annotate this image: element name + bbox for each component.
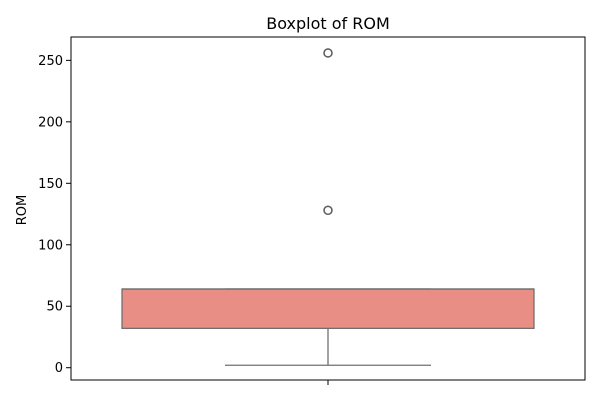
iqr-box	[121, 288, 535, 330]
chart-title: Boxplot of ROM	[266, 14, 390, 33]
y-tick-label-200: 200	[38, 115, 63, 130]
plot-area: 0 50 100 150 200 250	[38, 36, 586, 385]
y-tick-label-100: 100	[38, 238, 63, 253]
y-tick-label-0: 0	[55, 361, 63, 376]
y-tick-label-250: 250	[38, 54, 63, 69]
y-tick-label-50: 50	[46, 300, 63, 315]
outlier-point-1	[323, 205, 333, 216]
y-tick-label-150: 150	[38, 177, 63, 192]
outlier-point-3	[323, 48, 333, 58]
y-axis-label: ROM	[15, 195, 30, 225]
